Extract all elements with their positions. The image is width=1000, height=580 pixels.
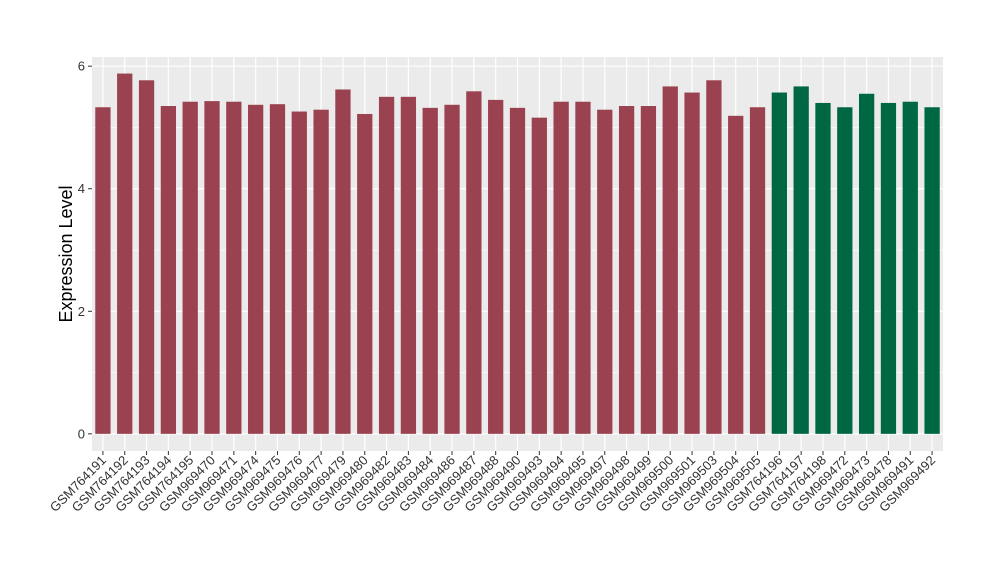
- y-tick-label: 6: [78, 59, 85, 74]
- bar-GSM969497: [597, 109, 613, 434]
- bar-GSM764196: [771, 92, 787, 434]
- bar-GSM969486: [444, 104, 460, 434]
- y-tick-label: 4: [78, 181, 85, 196]
- bar-GSM969472: [837, 107, 853, 434]
- bar-GSM969499: [640, 106, 657, 434]
- bar-GSM969488: [488, 99, 504, 434]
- bar-GSM969495: [575, 101, 591, 434]
- bar-GSM969498: [618, 106, 635, 434]
- bar-GSM969505: [749, 107, 766, 434]
- bar-GSM969492: [924, 107, 940, 434]
- y-axis-title: Expression Level: [56, 185, 76, 322]
- bar-GSM969480: [357, 113, 373, 434]
- bar-GSM764191: [95, 107, 111, 434]
- bar-GSM969493: [531, 117, 547, 434]
- bars: [95, 73, 940, 434]
- bar-GSM764193: [138, 80, 155, 434]
- y-tick-label: 2: [78, 304, 85, 319]
- bar-GSM969501: [684, 92, 700, 434]
- bar-GSM969473: [858, 93, 875, 434]
- bar-GSM764192: [117, 73, 133, 434]
- y-axis: 0 2 4 6: [78, 59, 92, 441]
- bar-GSM969476: [291, 111, 307, 434]
- bar-GSM764197: [793, 86, 809, 434]
- bar-GSM969483: [400, 96, 417, 434]
- bar-GSM969479: [335, 89, 351, 434]
- bar-GSM969471: [226, 101, 242, 434]
- bar-GSM969470: [204, 101, 220, 434]
- bar-GSM969490: [509, 107, 526, 434]
- bar-GSM969478: [880, 102, 897, 434]
- bar-GSM969494: [553, 101, 569, 434]
- bar-GSM969504: [728, 115, 744, 434]
- bar-GSM969500: [662, 86, 678, 434]
- bar-GSM969477: [313, 109, 329, 434]
- bar-GSM969487: [466, 91, 482, 434]
- bar-GSM969503: [706, 80, 722, 434]
- bar-GSM969475: [269, 104, 286, 434]
- bar-GSM764194: [160, 106, 177, 434]
- bar-GSM969474: [248, 104, 264, 434]
- x-axis: GSM764191GSM764192GSM764193GSM764194GSM7…: [47, 451, 938, 515]
- bar-GSM969484: [422, 107, 438, 434]
- y-tick-label: 0: [78, 426, 85, 441]
- bar-GSM969491: [902, 101, 918, 434]
- bar-GSM764195: [182, 101, 198, 434]
- bar-GSM969482: [378, 96, 395, 434]
- bar-GSM764198: [815, 102, 831, 434]
